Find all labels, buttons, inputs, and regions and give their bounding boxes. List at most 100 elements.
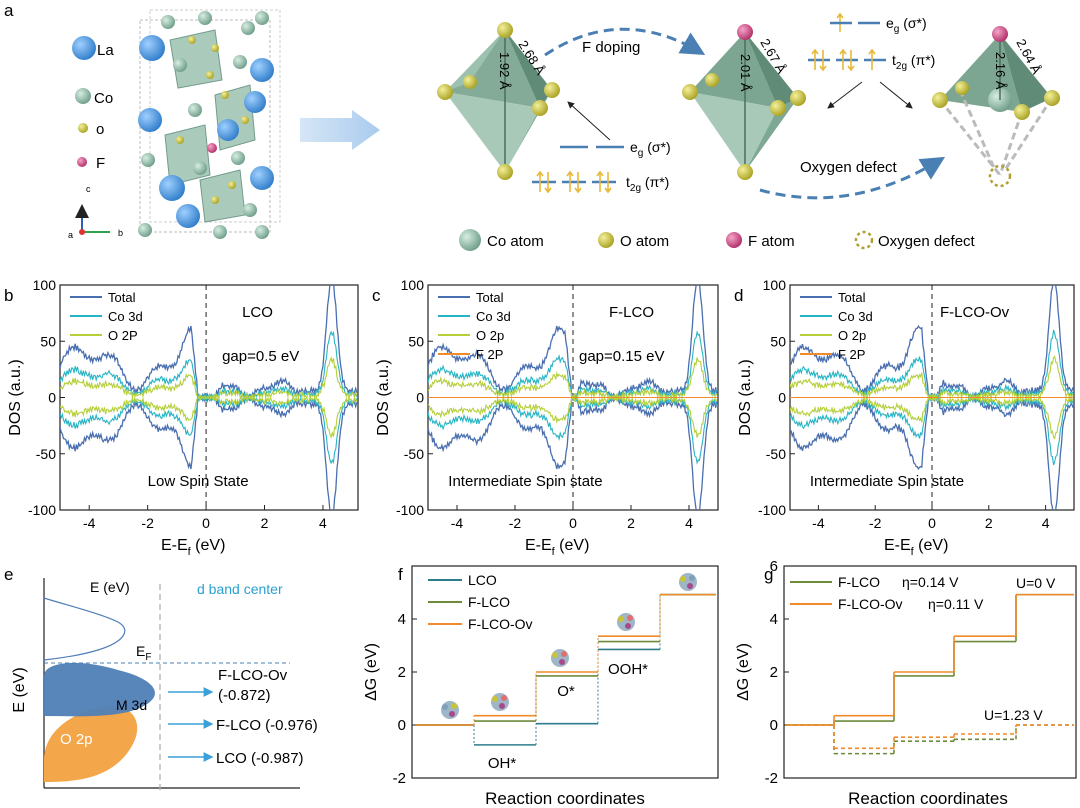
- panel-f: f 420-2 *OH*O*OOH** ΔG (eV) Reaction coo…: [363, 565, 719, 808]
- dos-ytick-label: 0: [416, 390, 424, 406]
- dos-curve-total: [60, 392, 358, 510]
- eg-sub-2: g: [894, 24, 900, 35]
- f-ytick-label: -2: [393, 770, 406, 787]
- spin-state-label: Low Spin State: [148, 473, 249, 490]
- svg-text:t2g (π*): t2g (π*): [892, 52, 935, 72]
- eg-tail-2: (σ*): [899, 15, 926, 31]
- eg-tail-1: (σ*): [643, 139, 670, 155]
- dos-curve-o2p: [60, 393, 358, 439]
- f-ytick-label: 0: [398, 717, 406, 734]
- dos-xtick-label: 0: [569, 515, 577, 531]
- f-xlabel: Reaction coordinates: [485, 789, 645, 808]
- panel-g: g 6 4 2 0 -2 ΔG (eV) Reaction coordinates F-…: [735, 558, 1077, 808]
- panel-letter-e: e: [4, 565, 13, 584]
- d-band-lco: LCO (-0.987): [216, 750, 304, 767]
- dos-xtick-label: -2: [869, 515, 882, 531]
- g-series-1: [786, 593, 1074, 750]
- t2g-sub-2: 2g: [896, 61, 907, 72]
- dos-ylabel: DOS (a.u.): [7, 359, 24, 435]
- dos-xtick-label: -4: [83, 515, 96, 531]
- e-ev-label: E (eV): [90, 579, 130, 595]
- panel-letter-b: b: [4, 286, 13, 305]
- dos-xlabel: E-Ef (eV): [884, 537, 948, 558]
- dos-ytick-label: 50: [770, 333, 786, 349]
- f-ytick-label: 4: [398, 611, 406, 628]
- dos-xlabel-sub: f: [552, 546, 556, 558]
- legend-co: Co: [94, 90, 113, 107]
- dos-xtick-label: -4: [451, 515, 464, 531]
- dos-legend-label: Total: [108, 290, 136, 305]
- dos-title: F-LCO-Ov: [940, 304, 1010, 321]
- orbital-diagram-1: eg (σ*) t2g (π*): [532, 139, 671, 194]
- g-legend-flcoov: F-LCO-Ov: [838, 596, 903, 612]
- f-series-0: [416, 593, 716, 746]
- oxygen-defect-arrow: [759, 156, 946, 200]
- dos-xtick-label: 0: [928, 515, 936, 531]
- dos-xlabel-tail: (eV): [191, 537, 226, 554]
- dos-ytick-label: 0: [778, 390, 786, 406]
- panel-letter-g: g: [764, 565, 773, 584]
- svg-text:EF: EF: [136, 643, 151, 663]
- legend2-co: Co atom: [487, 233, 544, 250]
- g-legend: F-LCO η=0.14 V F-LCO-Ov η=0.11 V: [790, 574, 984, 612]
- panel-letter-d: d: [734, 286, 743, 305]
- dos-xtick-label: 2: [985, 515, 993, 531]
- f-ytick-label: 2: [398, 664, 406, 681]
- g-u0-label: U=0 V: [1016, 575, 1056, 591]
- panel-letter-a: a: [4, 1, 14, 20]
- legend-la: La: [97, 42, 114, 59]
- dos-ytick-label: -50: [766, 446, 786, 462]
- dos-curve-co3d: [790, 329, 1074, 403]
- crystal-structure: c b a: [68, 9, 281, 240]
- t2g-tail-2: (π*): [907, 52, 935, 68]
- spin-state-label: Intermediate Spin state: [448, 473, 602, 490]
- dos-curve-co3d: [60, 330, 358, 403]
- g-ytick-label: 4: [770, 611, 778, 628]
- dos-xtick-label: 4: [1042, 515, 1050, 531]
- dos-legend-label: Co 3d: [108, 309, 143, 324]
- dos-ytick-label: 50: [40, 333, 56, 349]
- d-band-flco: F-LCO (-0.976): [216, 717, 318, 734]
- dos-title: F-LCO: [609, 304, 654, 321]
- g-u123-label: U=1.23 V: [984, 707, 1043, 723]
- dos-legend-label: F 2P: [838, 347, 865, 362]
- dos-xlabel-sub: f: [188, 546, 192, 558]
- dos-curves: [60, 285, 358, 510]
- axis-label-b: b: [118, 228, 123, 238]
- dos-legend-label: O 2p: [476, 328, 504, 343]
- f-ticks: 4 2 0 -2: [393, 611, 417, 787]
- dos-xtick-label: -4: [812, 515, 825, 531]
- f-step-label: OOH*: [608, 661, 648, 678]
- dos-xlabel-main: E-E: [161, 537, 188, 554]
- dos-legend-label: F 2P: [476, 347, 503, 362]
- legend2-o: O atom: [620, 233, 669, 250]
- dos-legend-label: O 2p: [838, 328, 866, 343]
- dos-curve-total: [428, 394, 718, 510]
- dos-curve-o2p: [790, 393, 1074, 440]
- dos-curves: [790, 285, 1074, 510]
- g-steps: [786, 593, 1074, 755]
- o2p-band: [44, 705, 138, 782]
- g-legend-eta-flco: η=0.14 V: [902, 574, 959, 590]
- eg-label-1: e: [630, 139, 638, 155]
- dos-xlabel-tail: (eV): [555, 537, 590, 554]
- eg-label-2: e: [886, 15, 894, 31]
- adsorbate-clusters: [441, 573, 697, 719]
- gap-label: gap=0.15 eV: [579, 348, 665, 365]
- octahedron-defect: 2.64 Å 2.16 Å: [932, 26, 1060, 188]
- dos-xtick-label: 0: [202, 515, 210, 531]
- panel-letter-f: f: [398, 565, 403, 584]
- dos-ytick-label: 50: [408, 333, 424, 349]
- f-legend: LCO F-LCO F-LCO-Ov: [428, 572, 533, 632]
- dos-curve-co3d: [60, 392, 358, 465]
- dos-ylabel: DOS (a.u.): [737, 359, 754, 435]
- g-ytick-label: 2: [770, 664, 778, 681]
- dos-xlabel-tail: (eV): [914, 537, 949, 554]
- dos-xlabel-main: E-E: [525, 537, 552, 554]
- g-xlabel: Reaction coordinates: [848, 789, 1008, 808]
- panel-letter-c: c: [372, 286, 381, 305]
- m3d-band: [44, 662, 155, 717]
- atom-legend-2: Co atom O atom F atom Oxygen defect: [459, 229, 976, 251]
- pointer-arrow-1: [567, 101, 611, 141]
